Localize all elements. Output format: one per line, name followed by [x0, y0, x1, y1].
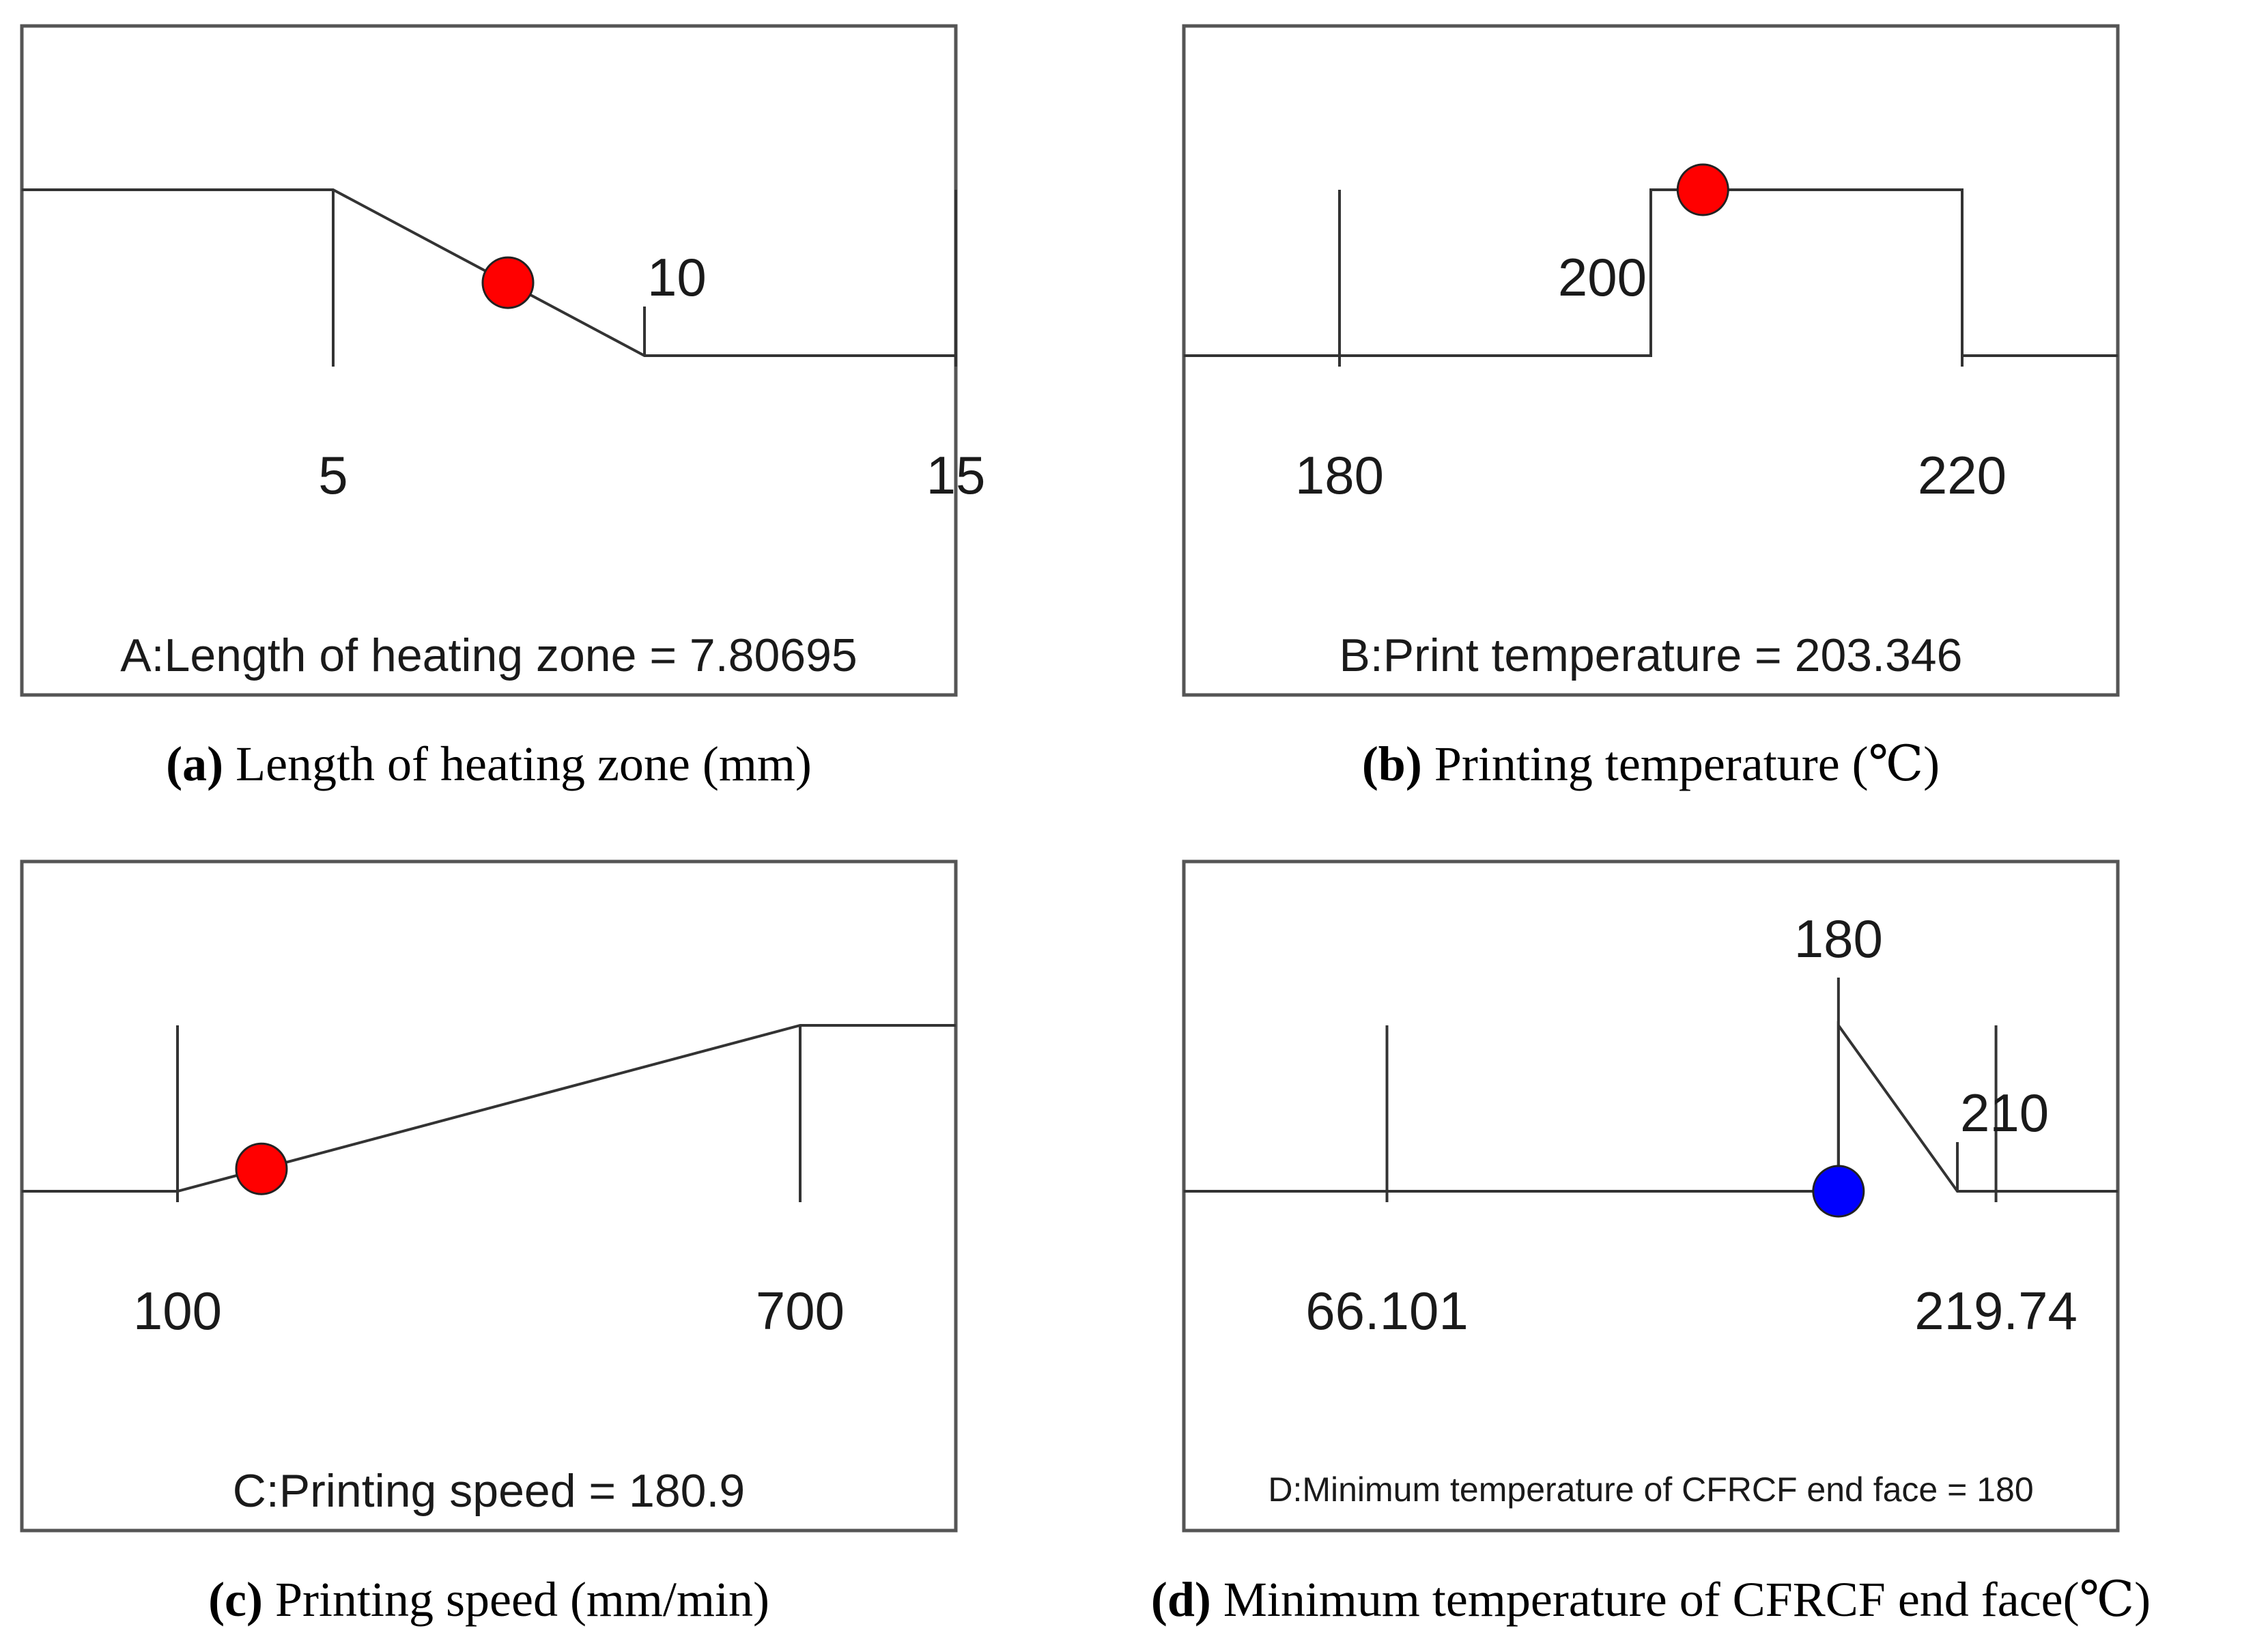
panel-b-tick-label: 180 [1295, 445, 1384, 505]
panel-a-tick-label: 15 [926, 445, 986, 505]
panel-b-desirability-ramp [1184, 188, 2118, 357]
panel-d-caption: (d) Minimum temperature of CFRCF end fac… [1151, 1572, 2151, 1627]
panel-d-tick-label: 219.74 [1914, 1281, 2078, 1341]
panel-b-caption: (b) Printing temperature (℃) [1362, 737, 1940, 791]
panel-c-tick-label: 700 [756, 1281, 845, 1341]
panel-c-caption: (c) Printing speed (mm/min) [208, 1572, 769, 1627]
panel-d-caption-tag: (d) [1151, 1572, 1211, 1627]
panel-a-caption-text: Length of heating zone (mm) [236, 737, 812, 791]
panel-d-caption-text: Minimum temperature of CFRCF end face(℃) [1223, 1572, 2151, 1627]
panel-d-goal-label: 210 [1960, 1083, 2049, 1143]
panel-d-frame [1182, 859, 2120, 1533]
panel-b-factor-label: B:Print temperature = 203.346 [1339, 629, 1963, 681]
panel-c-factor-label: C:Printing speed = 180.9 [233, 1465, 745, 1517]
panel-b-current-point [1676, 163, 1729, 216]
panel-a-caption-tag: (a) [166, 737, 223, 791]
panel-c-frame [20, 859, 958, 1533]
panel-c-tick-label: 100 [133, 1281, 222, 1341]
panel-b-tick-label: 220 [1918, 445, 2007, 505]
panel-c-caption-text: Printing speed (mm/min) [275, 1572, 769, 1627]
panel-a-tick-label: 5 [318, 445, 348, 505]
panel-b-caption-text: Printing temperature (℃) [1434, 737, 1940, 791]
panel-b-goal-label: 200 [1558, 247, 1647, 307]
panel-a-current-point [481, 256, 535, 309]
panel-a-factor-label: A:Length of heating zone = 7.80695 [120, 629, 857, 681]
panel-b-caption-tag: (b) [1362, 737, 1422, 791]
panel-c-current-point [235, 1142, 288, 1195]
panel-b-frame [1182, 24, 2120, 697]
panel-d-factor-label: D:Minimum temperature of CFRCF end face … [1268, 1470, 2033, 1509]
panel-c-desirability-ramp [22, 1024, 956, 1193]
panel-a-frame [20, 24, 958, 697]
panel-d-tick-label: 66.101 [1305, 1281, 1469, 1341]
panel-d-current-point [1812, 1165, 1865, 1218]
panel-a-goal-label: 10 [647, 247, 707, 307]
panel-c-caption-tag: (c) [208, 1572, 263, 1627]
panel-a-caption: (a) Length of heating zone (mm) [166, 737, 812, 791]
panel-d-upper-label: 180 [1794, 909, 1883, 969]
